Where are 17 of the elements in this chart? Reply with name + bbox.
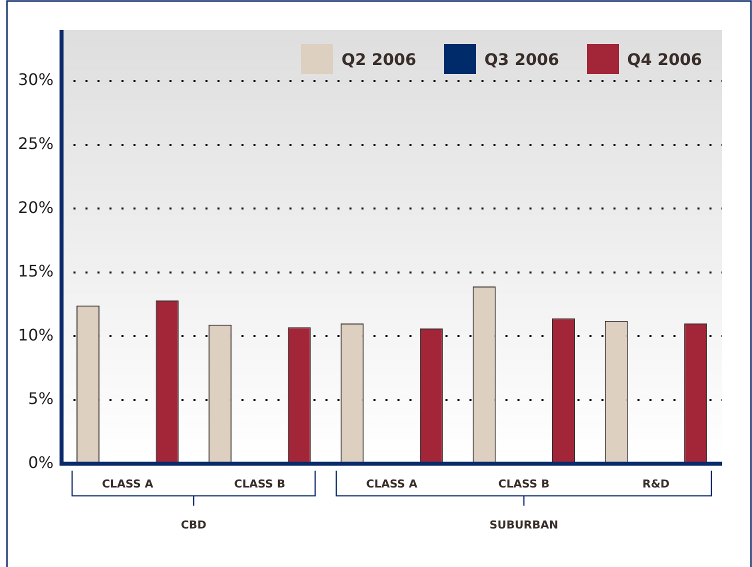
text: SUBURBAN — [489, 518, 558, 532]
y-tick-label: 5% — [28, 389, 54, 408]
y-tick-label: 15% — [18, 262, 54, 281]
x-tick-label: CLASS B — [498, 477, 550, 490]
text: CBD — [180, 518, 206, 532]
y-tick-label: 30% — [18, 70, 54, 90]
x-tick-label: R&D — [642, 477, 670, 490]
y-tick-label: 0% — [28, 452, 54, 472]
legend-label: Q4 2006 — [627, 50, 702, 68]
x-tick-label: CLASS A — [366, 477, 418, 490]
x-tick-label: CLASS B — [234, 477, 286, 490]
x-tick-label: CLASS A — [102, 477, 154, 490]
y-tick-label: 10% — [18, 325, 54, 344]
legend-label: Q2 2006 — [341, 50, 416, 68]
y-tick-label: 25% — [18, 134, 54, 153]
y-tick-label: 20% — [18, 198, 54, 217]
legend-label: Q3 2006 — [484, 50, 560, 68]
